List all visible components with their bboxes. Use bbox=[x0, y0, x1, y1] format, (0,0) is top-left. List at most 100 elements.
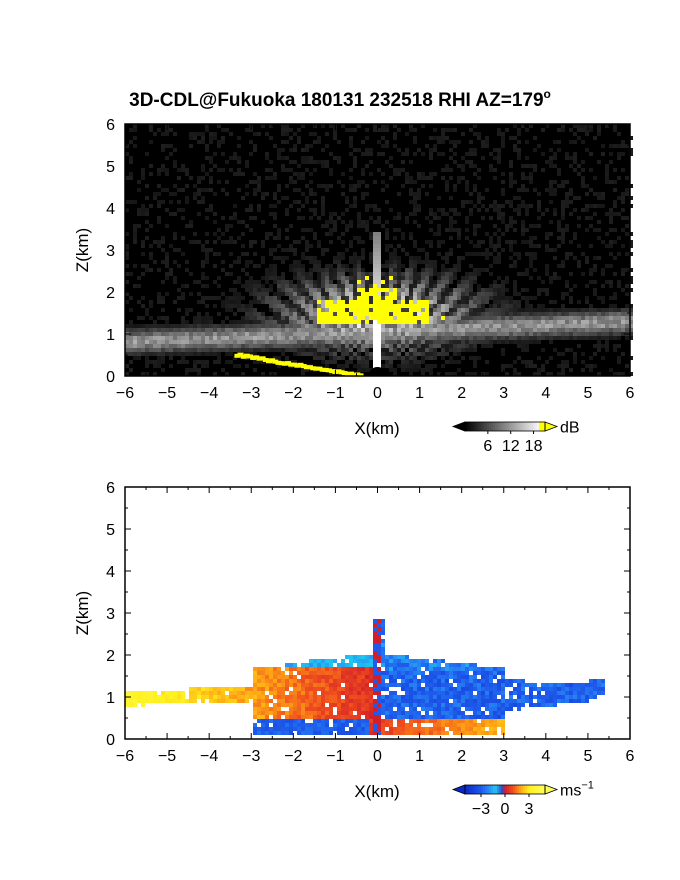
snr-cell bbox=[409, 360, 413, 364]
snr-cell bbox=[461, 164, 465, 168]
snr-cell bbox=[233, 172, 237, 176]
snr-cell bbox=[133, 128, 137, 132]
colorbar-tick-label: 6 bbox=[483, 438, 492, 455]
velocity-cell bbox=[501, 687, 505, 691]
snr-cell bbox=[273, 176, 277, 180]
snr-cell bbox=[445, 292, 449, 296]
snr-cell bbox=[377, 280, 381, 284]
velocity-cell bbox=[373, 687, 377, 691]
snr-cell bbox=[517, 372, 521, 376]
snr-cell bbox=[361, 308, 365, 312]
snr-cell bbox=[313, 352, 317, 356]
snr-cell bbox=[357, 240, 361, 244]
velocity-cell bbox=[489, 699, 493, 703]
snr-cell bbox=[165, 336, 169, 340]
snr-cell bbox=[249, 340, 253, 344]
snr-cell bbox=[369, 340, 373, 344]
snr-cell bbox=[381, 352, 385, 356]
snr-cell bbox=[517, 304, 521, 308]
snr-cell bbox=[145, 228, 149, 232]
velocity-cell bbox=[277, 675, 281, 679]
velocity-cell bbox=[125, 699, 129, 703]
snr-cell bbox=[541, 128, 545, 132]
velocity-cell bbox=[261, 715, 265, 719]
snr-cell bbox=[313, 288, 317, 292]
snr-cell bbox=[269, 372, 273, 376]
snr-cell bbox=[177, 352, 181, 356]
snr-cell bbox=[537, 336, 541, 340]
velocity-cell bbox=[357, 707, 361, 711]
snr-cell bbox=[165, 132, 169, 136]
snr-cell bbox=[369, 284, 373, 288]
snr-cell bbox=[169, 268, 173, 272]
snr-cell bbox=[145, 336, 149, 340]
snr-cell bbox=[353, 204, 357, 208]
snr-cell bbox=[209, 344, 213, 348]
snr-cell bbox=[241, 328, 245, 332]
velocity-cell bbox=[429, 703, 433, 707]
velocity-cell bbox=[321, 691, 325, 695]
snr-cell bbox=[329, 240, 333, 244]
velocity-cell bbox=[333, 687, 337, 691]
velocity-cell bbox=[221, 691, 225, 695]
velocity-cell bbox=[409, 675, 413, 679]
snr-cell bbox=[377, 268, 381, 272]
snr-cell bbox=[221, 260, 225, 264]
snr-cell bbox=[445, 228, 449, 232]
snr-cell bbox=[129, 308, 133, 312]
velocity-cell bbox=[517, 679, 521, 683]
snr-cell bbox=[213, 152, 217, 156]
snr-cell bbox=[201, 352, 205, 356]
snr-cell bbox=[473, 360, 477, 364]
velocity-cell bbox=[517, 683, 521, 687]
snr-cell bbox=[429, 328, 433, 332]
snr-cell bbox=[361, 340, 365, 344]
snr-cell bbox=[501, 368, 505, 372]
snr-cell bbox=[325, 360, 329, 364]
snr-cell bbox=[373, 276, 377, 280]
snr-cell bbox=[541, 288, 545, 292]
snr-cell bbox=[417, 148, 421, 152]
snr-cell bbox=[393, 296, 397, 300]
velocity-cell bbox=[593, 683, 597, 687]
velocity-cell bbox=[173, 699, 177, 703]
velocity-cell bbox=[585, 699, 589, 703]
snr-cell bbox=[193, 196, 197, 200]
snr-cell bbox=[310, 366, 317, 371]
snr-cell bbox=[605, 180, 609, 184]
velocity-cell bbox=[329, 687, 333, 691]
colorbar-segment bbox=[505, 422, 508, 431]
snr-cell bbox=[333, 156, 337, 160]
snr-cell bbox=[275, 360, 282, 365]
snr-cell bbox=[305, 340, 309, 344]
velocity-cell bbox=[377, 703, 381, 707]
velocity-cell bbox=[485, 671, 489, 675]
snr-cell bbox=[577, 224, 581, 228]
snr-cell bbox=[225, 192, 229, 196]
snr-cell bbox=[521, 312, 525, 316]
velocity-cell bbox=[381, 643, 385, 647]
snr-cell bbox=[229, 348, 233, 352]
snr-cell bbox=[381, 288, 385, 292]
snr-cell bbox=[297, 316, 301, 320]
snr-cell bbox=[205, 216, 209, 220]
velocity-cell bbox=[497, 679, 501, 683]
velocity-cell bbox=[421, 703, 425, 707]
snr-cell bbox=[453, 212, 457, 216]
velocity-cell bbox=[357, 663, 361, 667]
snr-cell bbox=[397, 276, 401, 280]
snr-cell bbox=[569, 324, 573, 328]
snr-cell bbox=[273, 348, 277, 352]
snr-cell bbox=[445, 260, 449, 264]
snr-cell bbox=[316, 366, 323, 371]
snr-cell bbox=[549, 220, 553, 224]
snr-cell bbox=[365, 312, 369, 316]
snr-cell bbox=[449, 280, 453, 284]
snr-cell bbox=[625, 188, 629, 192]
snr-cell bbox=[345, 128, 349, 132]
snr-cell bbox=[561, 308, 565, 312]
snr-cell bbox=[293, 144, 297, 148]
snr-cell bbox=[549, 188, 553, 192]
snr-cell bbox=[325, 184, 329, 188]
snr-cell bbox=[349, 320, 353, 324]
